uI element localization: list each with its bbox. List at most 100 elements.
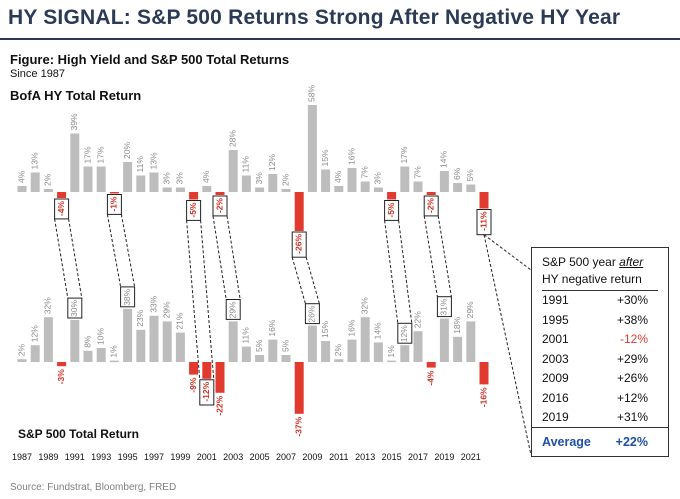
hy-bar-2003 bbox=[228, 150, 238, 192]
hy-bar-1999 bbox=[175, 187, 185, 192]
connector-line-right-1 bbox=[120, 214, 136, 287]
sp-bar-1990 bbox=[57, 362, 67, 367]
hy-bar-1996 bbox=[136, 175, 146, 192]
hy-data-label-2009: 58% bbox=[307, 85, 317, 102]
sp-bar-2011 bbox=[334, 359, 344, 362]
sp-bar-2022 bbox=[479, 362, 489, 385]
hy-bar-1988 bbox=[30, 172, 40, 192]
x-tick-label-2021: 2021 bbox=[461, 452, 481, 462]
hy-data-label-1987: 4% bbox=[16, 170, 26, 183]
connector-line-right-6 bbox=[437, 215, 452, 297]
sp-data-label-2016: 12% bbox=[399, 325, 409, 342]
hy-data-label-1995: 20% bbox=[122, 142, 132, 159]
sp-bar-2020 bbox=[453, 336, 463, 362]
table-row-value: +12% bbox=[616, 390, 648, 405]
sp-data-label-2015: 1% bbox=[386, 345, 396, 358]
hy-box-2018 bbox=[423, 195, 439, 217]
hy-data-label-1991: 39% bbox=[69, 113, 79, 130]
hy-data-label-1993: 17% bbox=[95, 146, 105, 163]
sp-bar-2003 bbox=[228, 321, 238, 362]
sp-bar-2007 bbox=[281, 355, 291, 362]
hy-bar-2010 bbox=[321, 169, 331, 192]
x-tick-label-2013: 2013 bbox=[355, 452, 375, 462]
sp-data-label-2021: 29% bbox=[465, 301, 475, 318]
connector-line-left-4 bbox=[291, 257, 306, 304]
hy-data-label-2003: 28% bbox=[227, 130, 237, 147]
connector-line-table-bottom bbox=[483, 234, 532, 456]
table-header-line2: HY negative return bbox=[542, 272, 642, 286]
sp-bar-2012 bbox=[347, 339, 357, 362]
hy-box-2000 bbox=[186, 200, 202, 221]
sp-box-2009 bbox=[304, 303, 320, 325]
hy-data-label-1988: 13% bbox=[29, 152, 39, 169]
table-row-year: 1991 bbox=[542, 293, 569, 307]
sp-data-label-1989: 32% bbox=[43, 297, 53, 314]
hy-data-label-1998: 3% bbox=[161, 172, 171, 185]
hy-data-label-1994: -1% bbox=[109, 196, 119, 212]
sp-data-label-2017: 22% bbox=[412, 311, 422, 328]
sp-bar-2021 bbox=[466, 321, 476, 362]
hy-data-label-2002: -2% bbox=[214, 198, 224, 214]
sp-bar-1993 bbox=[96, 348, 106, 362]
connector-line-left-2 bbox=[186, 220, 201, 380]
sp-bar-2009 bbox=[307, 325, 317, 362]
hy-bar-2015 bbox=[387, 192, 397, 200]
hy-data-label-2011: 4% bbox=[333, 170, 343, 183]
sp-data-label-2011: 2% bbox=[333, 343, 343, 356]
sp-box-2016 bbox=[397, 322, 413, 344]
source-note: Source: Fundstrat, Bloomberg, FRED bbox=[10, 482, 177, 493]
sp-data-label-2019: 31% bbox=[439, 298, 449, 315]
sp-data-label-1992: 8% bbox=[82, 335, 92, 348]
hy-bar-2014 bbox=[373, 187, 383, 192]
sp-bar-1995 bbox=[123, 308, 133, 362]
connector-line-right-3 bbox=[226, 215, 241, 300]
table-header-line1: S&P 500 year bbox=[542, 255, 620, 269]
sp-data-label-2001: -12% bbox=[201, 381, 211, 401]
sp-box-2019 bbox=[436, 296, 452, 318]
x-tick-label-1993: 1993 bbox=[91, 452, 111, 462]
sp-bar-1996 bbox=[136, 329, 146, 362]
sp-box-2001 bbox=[199, 379, 215, 406]
sp-bar-2013 bbox=[360, 317, 370, 362]
sp-bar-2017 bbox=[413, 331, 423, 362]
sp-bar-1994 bbox=[109, 360, 119, 363]
table-header: S&P 500 year after HY negative return bbox=[532, 248, 668, 288]
sp-data-label-2004: 11% bbox=[241, 327, 251, 344]
sp-bar-2010 bbox=[321, 341, 331, 362]
x-tick-label-2007: 2007 bbox=[276, 452, 296, 462]
connector-line-left-3 bbox=[212, 215, 227, 300]
sp-data-label-2022: -16% bbox=[478, 387, 488, 407]
hy-bar-2021 bbox=[466, 184, 476, 192]
hy-bar-2008 bbox=[294, 192, 304, 231]
sp-bar-1997 bbox=[149, 315, 159, 362]
table-row-value: +29% bbox=[616, 351, 648, 366]
hy-data-label-2005: 3% bbox=[254, 172, 264, 185]
hy-box-1990 bbox=[54, 198, 70, 220]
sp-box-1995 bbox=[120, 286, 136, 308]
sp-data-label-2000: -9% bbox=[188, 377, 198, 393]
sp-data-label-1999: 21% bbox=[175, 312, 185, 329]
hy-data-label-1989: 2% bbox=[43, 173, 53, 186]
average-value: +22% bbox=[615, 435, 648, 449]
sp-data-label-2012: 16% bbox=[346, 319, 356, 336]
hy-bar-2002 bbox=[215, 192, 225, 195]
title-rule bbox=[0, 38, 680, 40]
hy-bar-1997 bbox=[149, 172, 159, 192]
sp-data-label-2002: -22% bbox=[214, 395, 224, 415]
hy-data-label-1992: 17% bbox=[82, 146, 92, 163]
sp-bar-2004 bbox=[241, 346, 251, 362]
hy-box-2008 bbox=[291, 231, 307, 258]
hy-data-label-2000: -5% bbox=[188, 202, 198, 218]
sp-bar-1998 bbox=[162, 321, 172, 362]
connector-line-left-1 bbox=[106, 214, 122, 287]
hy-bar-2016 bbox=[400, 166, 410, 192]
table-row-year: 2016 bbox=[542, 390, 569, 405]
table-row-value: +30% bbox=[616, 293, 648, 307]
x-tick-label-2005: 2005 bbox=[250, 452, 270, 462]
table-row: 2003 +29% bbox=[532, 350, 668, 370]
sp-bar-1991 bbox=[70, 320, 80, 362]
table-row: 1991 +30% bbox=[532, 291, 668, 311]
table-row: 2016 +12% bbox=[532, 389, 668, 409]
table-row-year: 1995 bbox=[542, 312, 569, 327]
hy-data-label-2015: -5% bbox=[386, 202, 396, 218]
